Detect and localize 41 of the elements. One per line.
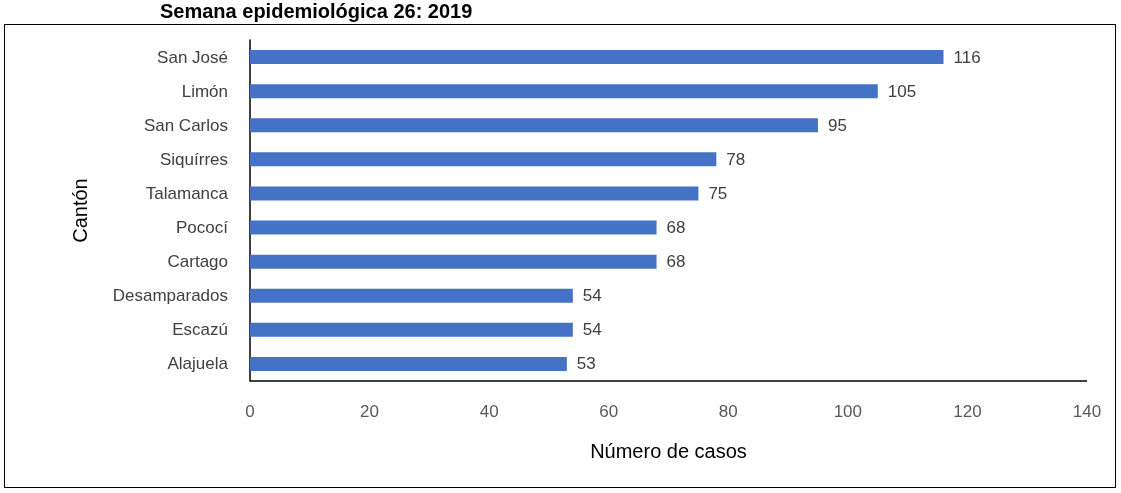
data-label: 54: [582, 286, 602, 306]
x-tick-label: 80: [718, 402, 738, 421]
data-label: 95: [827, 115, 847, 135]
bar: [250, 356, 567, 371]
bar: [250, 50, 944, 65]
x-tick-label: 120: [953, 402, 982, 421]
data-label: 68: [666, 218, 686, 238]
y-tick-label: San José: [157, 47, 228, 67]
bar: [250, 84, 878, 99]
y-tick-label: Alajuela: [167, 354, 229, 374]
bar: [250, 254, 657, 269]
y-tick-label: Cartago: [167, 252, 228, 272]
x-tick-label: 60: [599, 402, 619, 421]
data-label: 105: [887, 81, 917, 101]
bar: [250, 322, 573, 337]
y-tick-label: Talamanca: [145, 183, 229, 203]
x-tick-label: 20: [360, 402, 380, 421]
y-tick-label: Desamparados: [112, 286, 228, 306]
data-label: 116: [953, 47, 981, 67]
data-label: 53: [576, 354, 596, 374]
data-label: 78: [726, 149, 746, 169]
chart-title: Semana epidemiológica 26: 2019: [160, 0, 473, 23]
x-tick-label: 100: [833, 402, 863, 421]
data-label: 54: [582, 320, 602, 340]
bar: [250, 220, 657, 235]
data-label: 75: [708, 183, 728, 203]
y-tick-label: Limón: [181, 81, 228, 101]
y-tick-label: Escazú: [172, 320, 228, 340]
x-tick-label: 140: [1072, 402, 1102, 421]
y-tick-label: Siquírres: [159, 149, 228, 169]
x-axis-title: Número de casos: [590, 440, 747, 462]
y-axis-title: Cantón: [69, 178, 91, 243]
bar: [250, 288, 573, 303]
y-tick-label: San Carlos: [143, 115, 228, 135]
x-tick-label: 40: [479, 402, 499, 421]
x-tick-label: 0: [245, 402, 255, 421]
bar: [250, 118, 818, 133]
bar: [250, 152, 717, 167]
data-label: 68: [666, 252, 686, 272]
bar: [250, 186, 699, 201]
y-tick-label: Pococí: [176, 218, 229, 238]
